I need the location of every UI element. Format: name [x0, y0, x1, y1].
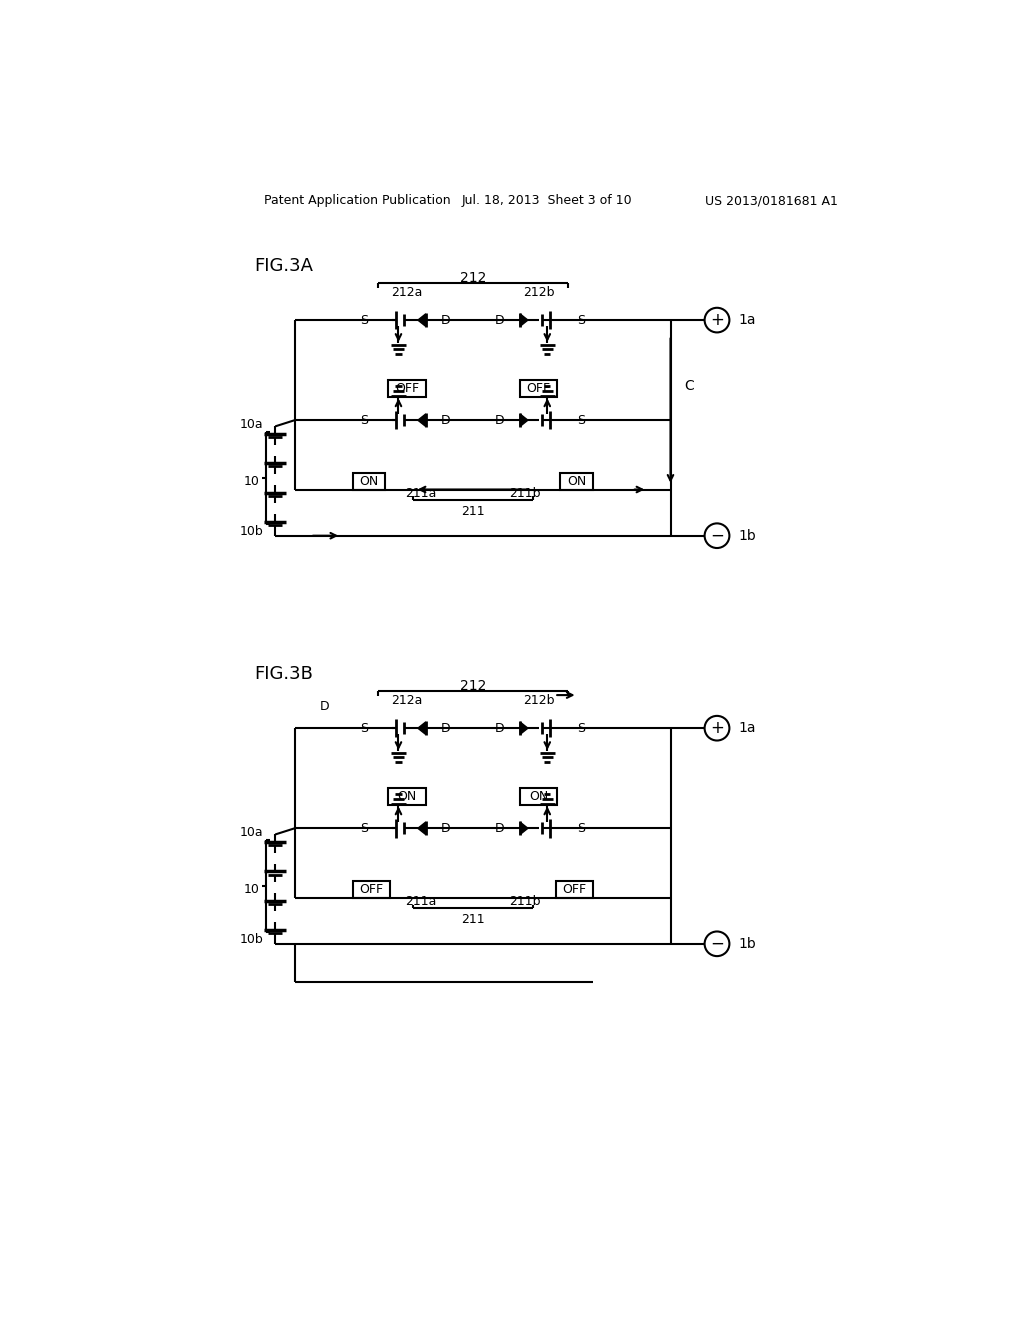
Text: S: S — [578, 413, 586, 426]
Bar — [352, 880, 390, 898]
Text: OFF: OFF — [562, 883, 587, 896]
Text: US 2013/0181681 A1: US 2013/0181681 A1 — [706, 194, 839, 207]
Text: OFF: OFF — [526, 381, 551, 395]
Text: ON: ON — [529, 791, 549, 804]
Text: D: D — [496, 822, 505, 834]
Text: 1a: 1a — [738, 313, 756, 327]
Text: FIG.3A: FIG.3A — [254, 257, 313, 275]
Text: 1a: 1a — [738, 721, 756, 735]
Text: −: − — [710, 527, 724, 545]
Polygon shape — [520, 722, 528, 734]
Text: D: D — [496, 314, 505, 326]
Bar — [520, 788, 557, 805]
Text: ON: ON — [567, 474, 587, 487]
Text: D: D — [441, 413, 451, 426]
Polygon shape — [520, 414, 528, 426]
Text: ON: ON — [397, 791, 417, 804]
Text: S: S — [360, 722, 369, 735]
Text: S: S — [360, 314, 369, 326]
Text: Patent Application Publication: Patent Application Publication — [263, 194, 451, 207]
Text: Jul. 18, 2013  Sheet 3 of 10: Jul. 18, 2013 Sheet 3 of 10 — [461, 194, 632, 207]
Text: FIG.3B: FIG.3B — [254, 665, 313, 684]
Text: OFF: OFF — [359, 883, 383, 896]
Text: 211: 211 — [461, 912, 484, 925]
Bar — [352, 473, 385, 490]
Text: ON: ON — [359, 474, 379, 487]
Bar — [556, 880, 593, 898]
Polygon shape — [520, 822, 528, 834]
Text: S: S — [578, 314, 586, 326]
Text: 10: 10 — [244, 475, 260, 488]
Bar — [388, 380, 426, 397]
Text: S: S — [578, 722, 586, 735]
Text: 212: 212 — [460, 271, 486, 285]
Text: −: − — [710, 935, 724, 953]
Text: +: + — [710, 719, 724, 737]
Text: 1b: 1b — [738, 529, 757, 543]
Text: 212b: 212b — [523, 286, 555, 298]
Text: OFF: OFF — [395, 381, 419, 395]
Text: C: C — [684, 379, 694, 392]
Text: D: D — [441, 722, 451, 735]
Text: 10b: 10b — [240, 933, 263, 946]
Text: 212a: 212a — [391, 286, 423, 298]
Text: 211a: 211a — [406, 895, 436, 908]
Text: 1b: 1b — [738, 937, 757, 950]
Text: 10: 10 — [244, 883, 260, 896]
Text: S: S — [360, 822, 369, 834]
Text: 211: 211 — [461, 504, 484, 517]
Polygon shape — [418, 722, 426, 734]
Text: S: S — [360, 413, 369, 426]
Polygon shape — [520, 314, 528, 326]
Bar — [388, 788, 426, 805]
Text: 212: 212 — [460, 678, 486, 693]
Text: 211b: 211b — [509, 487, 541, 500]
Text: 211a: 211a — [406, 487, 436, 500]
Polygon shape — [418, 314, 426, 326]
Text: 10b: 10b — [240, 525, 263, 539]
Bar — [560, 473, 593, 490]
Text: 10a: 10a — [240, 417, 263, 430]
Text: D: D — [441, 314, 451, 326]
Text: 212b: 212b — [523, 694, 555, 708]
Text: D: D — [496, 722, 505, 735]
Polygon shape — [418, 822, 426, 834]
Text: 211b: 211b — [509, 895, 541, 908]
Text: D: D — [319, 700, 329, 713]
Text: D: D — [441, 822, 451, 834]
Text: 212a: 212a — [391, 694, 423, 708]
Text: +: + — [710, 312, 724, 329]
Text: 10a: 10a — [240, 825, 263, 838]
Text: S: S — [578, 822, 586, 834]
Text: D: D — [496, 413, 505, 426]
Bar — [520, 380, 557, 397]
Polygon shape — [418, 414, 426, 426]
